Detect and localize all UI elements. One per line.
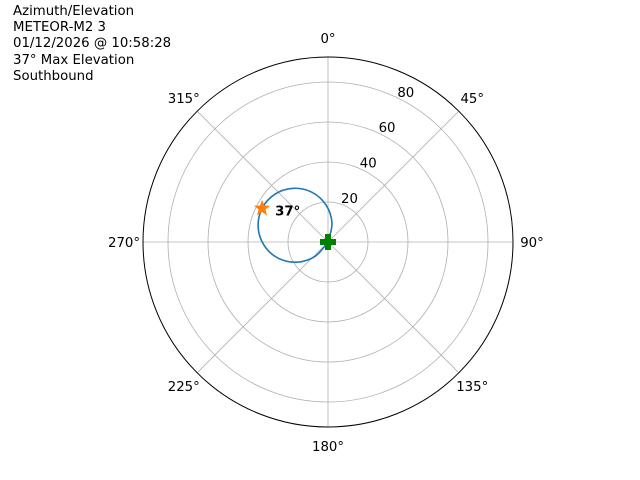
polar-frame bbox=[142, 56, 514, 428]
theta-gridline bbox=[327, 241, 460, 374]
theta-tick-label: 90° bbox=[520, 236, 544, 251]
theta-tick-label: 0° bbox=[320, 32, 335, 47]
r-tick-label: 80 bbox=[397, 86, 414, 101]
r-gridline bbox=[287, 201, 369, 283]
theta-tick-label: 270° bbox=[108, 236, 140, 251]
r-gridline bbox=[247, 161, 409, 323]
title-line-3: 01/12/2026 @ 10:58:28 bbox=[13, 36, 172, 52]
r-gridline bbox=[207, 121, 449, 363]
theta-tick-label: 315° bbox=[168, 92, 200, 107]
chart-title: Azimuth/Elevation METEOR-M2 3 01/12/2026… bbox=[13, 4, 171, 85]
r-tick-label: 60 bbox=[379, 121, 396, 136]
theta-gridline bbox=[327, 110, 460, 243]
theta-tick-label: 225° bbox=[168, 380, 200, 395]
theta-gridline bbox=[196, 241, 329, 374]
theta-tick-label: 45° bbox=[460, 92, 484, 107]
theta-tick-label: 135° bbox=[456, 380, 488, 395]
title-line-5: Southbound bbox=[13, 68, 94, 84]
position-plus-marker bbox=[320, 234, 336, 250]
title-line-4: 37° Max Elevation bbox=[13, 52, 135, 68]
track-line bbox=[257, 187, 333, 263]
r-tick-label: 40 bbox=[360, 157, 377, 172]
title-line-1: Azimuth/Elevation bbox=[13, 4, 135, 19]
title-line-2: METEOR-M2 3 bbox=[13, 20, 106, 36]
theta-tick-label: 180° bbox=[312, 440, 344, 455]
max-elevation-star-marker bbox=[253, 199, 271, 216]
max-elevation-label: 37° bbox=[275, 204, 300, 219]
r-gridline bbox=[167, 81, 489, 403]
theta-gridline bbox=[196, 110, 329, 243]
r-tick-label: 20 bbox=[341, 192, 358, 207]
